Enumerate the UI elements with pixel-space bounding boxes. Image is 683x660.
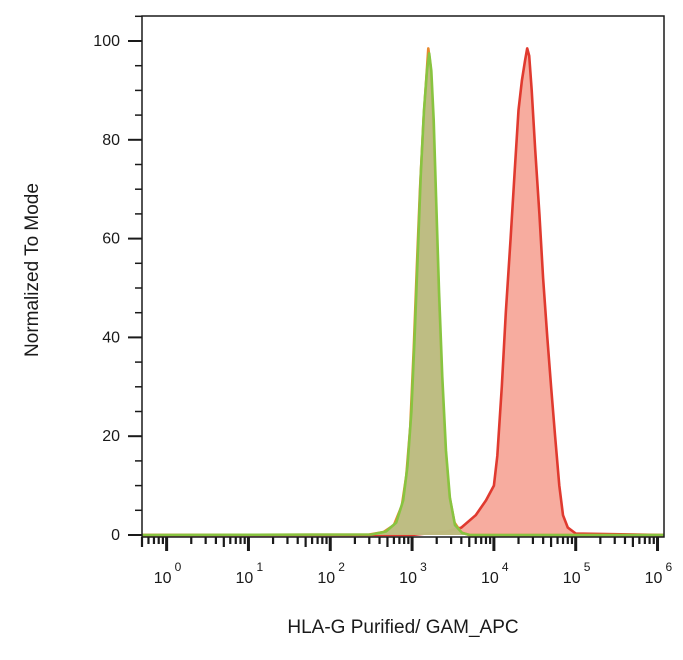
series-area-2 — [142, 48, 664, 536]
series-line-3 — [141, 52, 664, 537]
x-tick-label: 10 — [154, 570, 172, 587]
x-tick-exponent: 0 — [175, 560, 182, 574]
y-tick-label: 80 — [102, 132, 120, 149]
x-tick-exponent: 2 — [338, 560, 345, 574]
series-line-2 — [141, 47, 664, 537]
x-tick-label: 10 — [399, 570, 417, 587]
y-tick-label: 40 — [102, 329, 120, 346]
x-tick-label: 10 — [317, 570, 335, 587]
y-axis: 0 20 40 60 80 100 — [93, 15, 142, 544]
x-tick-exponent: 1 — [256, 560, 263, 574]
x-axis-label: HLA-G Purified/ GAM_APC — [287, 617, 518, 638]
plot-frame — [141, 15, 665, 538]
x-tick-label: 10 — [236, 570, 254, 587]
x-tick-label: 10 — [563, 570, 581, 587]
x-tick-exponent: 4 — [502, 560, 509, 574]
x-tick-exponent: 6 — [666, 560, 673, 574]
series-area-3 — [142, 53, 664, 536]
y-tick-label: 20 — [102, 428, 120, 445]
y-tick-label: 60 — [102, 231, 120, 248]
x-tick-label: 10 — [481, 570, 499, 587]
y-tick-label: 0 — [111, 527, 120, 544]
x-tick-exponent: 5 — [584, 560, 591, 574]
x-tick-label: 10 — [645, 570, 663, 587]
series-area-1 — [142, 48, 664, 536]
y-tick-label: 100 — [93, 33, 120, 50]
series-layer — [141, 47, 665, 537]
y-axis-label: Normalized To Mode — [22, 183, 43, 357]
series-line-1 — [142, 47, 665, 537]
x-tick-exponent: 3 — [420, 560, 427, 574]
